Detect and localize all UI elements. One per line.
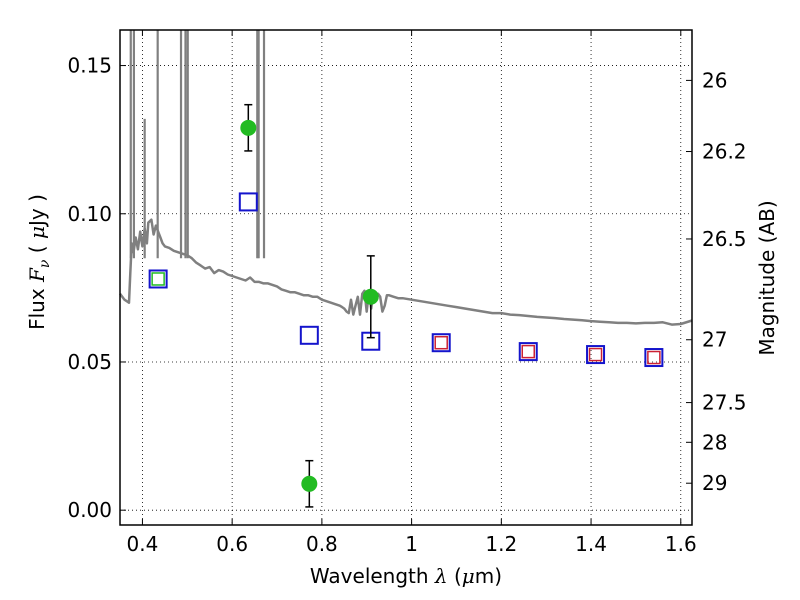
right-tick-label: 26 [702, 68, 727, 92]
x-tick-label: 0.6 [216, 532, 248, 556]
y-tick-label: 0.05 [67, 350, 112, 374]
x-tick-label: 1 [405, 532, 418, 556]
y-tick-label: 0.10 [67, 202, 112, 226]
right-tick-label: 28 [702, 430, 727, 454]
right-tick-label: 26.5 [702, 227, 747, 251]
observed-flux-point [301, 475, 318, 492]
model-spectrum [119, 30, 693, 326]
grid [120, 30, 692, 525]
x-axis-title: Wavelength λ (μm) [310, 564, 502, 588]
observed-photometry [240, 103, 379, 508]
inner-red-square [588, 347, 603, 362]
y-axis-title: Flux Fν ( μJy ) [25, 194, 53, 330]
inner-red-square [521, 344, 536, 359]
right-tick-label: 27.5 [702, 391, 747, 415]
x-tick-label: 1.2 [485, 532, 517, 556]
y-tick-label: 0.15 [67, 54, 112, 78]
right-tick-label: 27 [702, 328, 727, 352]
right-tick-label: 26.2 [702, 140, 747, 164]
model-flux-square [518, 342, 538, 362]
model-flux-square [148, 269, 168, 289]
y-tick-label: 0.00 [67, 498, 112, 522]
axis-ticks: 0.4 0.6 0.8 1 1.2 1.4 1.6 0.00 0.05 0.10 0.15 26 26.… [67, 30, 747, 556]
model-flux-square [299, 325, 319, 345]
observed-flux-point [240, 119, 257, 136]
sed-continuum [119, 218, 693, 326]
inner-red-square [647, 350, 661, 365]
model-flux-square [644, 348, 664, 368]
observed-flux-point [362, 288, 379, 305]
inner-green-square [151, 272, 165, 286]
right-axis-title: Magnitude (AB) [755, 200, 779, 355]
plot-frame [119, 29, 693, 526]
x-tick-label: 1.6 [665, 532, 697, 556]
x-tick-label: 0.4 [127, 532, 159, 556]
model-photometry [148, 192, 664, 368]
model-flux-square [238, 192, 258, 212]
model-flux-square [431, 333, 451, 353]
x-tick-label: 0.8 [306, 532, 338, 556]
model-flux-square [586, 345, 606, 365]
x-tick-label: 1.4 [575, 532, 607, 556]
inner-red-square [434, 335, 448, 350]
right-tick-label: 29 [702, 471, 727, 495]
